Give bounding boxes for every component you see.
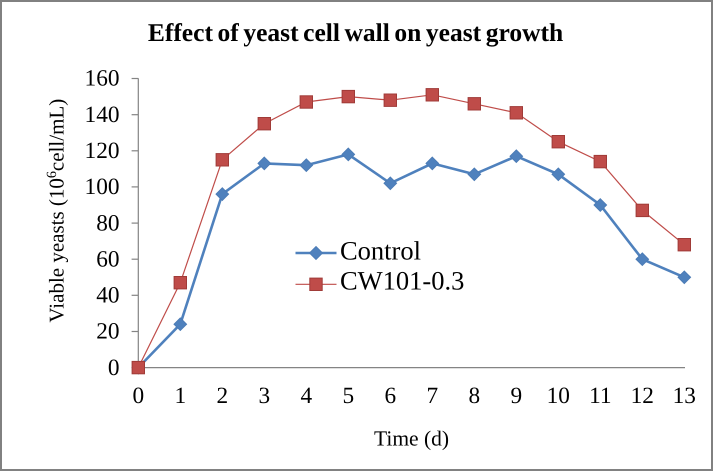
svg-text:Control: Control — [340, 236, 421, 266]
svg-text:0: 0 — [132, 383, 144, 409]
svg-text:140: 140 — [85, 102, 120, 128]
svg-text:8: 8 — [468, 383, 480, 409]
svg-text:13: 13 — [673, 383, 696, 409]
svg-text:100: 100 — [85, 174, 120, 200]
svg-text:120: 120 — [85, 138, 120, 164]
svg-text:80: 80 — [96, 210, 119, 236]
svg-text:0: 0 — [108, 355, 120, 381]
svg-text:10: 10 — [547, 383, 570, 409]
svg-text:7: 7 — [426, 383, 438, 409]
svg-text:160: 160 — [85, 66, 120, 92]
svg-text:Effect of yeast cell wall on y: Effect of yeast cell wall on yeast growt… — [148, 18, 563, 47]
svg-text:40: 40 — [96, 283, 119, 309]
svg-text:6: 6 — [384, 383, 396, 409]
svg-text:9: 9 — [510, 383, 522, 409]
svg-text:Viable yeasts (106cell/mL): Viable yeasts (106cell/mL) — [45, 99, 69, 323]
svg-text:1: 1 — [174, 383, 186, 409]
svg-text:11: 11 — [589, 383, 611, 409]
svg-text:4: 4 — [300, 383, 312, 409]
svg-text:2: 2 — [216, 383, 228, 409]
svg-text:CW101-0.3: CW101-0.3 — [340, 266, 464, 296]
svg-text:60: 60 — [96, 246, 119, 272]
svg-text:3: 3 — [258, 383, 270, 409]
svg-text:20: 20 — [96, 319, 119, 345]
svg-text:Time (d): Time (d) — [374, 427, 449, 451]
svg-text:5: 5 — [342, 383, 354, 409]
svg-text:12: 12 — [631, 383, 654, 409]
